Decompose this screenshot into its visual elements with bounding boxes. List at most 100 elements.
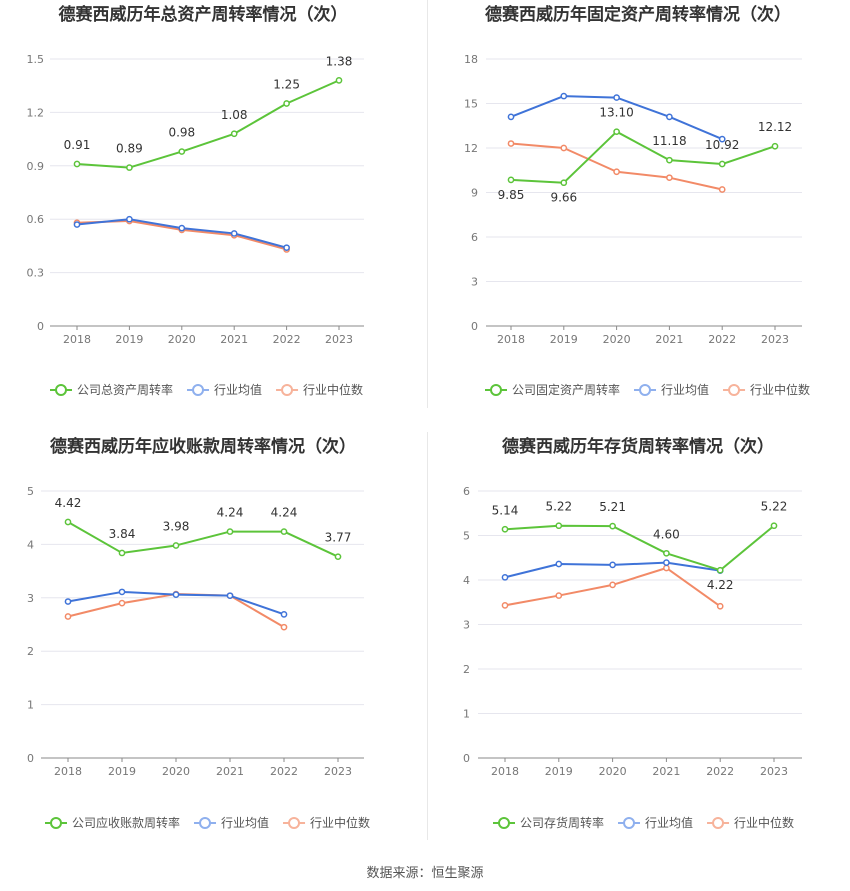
chart-title: 德赛西威历年固定资产周转率情况（次） [485,4,791,25]
data-label: 4.24 [217,506,244,520]
x-tick-label: 2019 [545,765,573,778]
y-tick-label: 0.3 [27,267,45,280]
data-label: 0.89 [116,142,143,156]
data-point [609,522,616,530]
y-tick-label: 3 [471,276,478,289]
data-point [172,542,180,549]
data-point [118,588,126,596]
legend-swatch-marker [288,817,301,829]
x-tick-label: 2023 [761,333,789,346]
data-point [718,135,726,143]
data-point [555,592,563,599]
legend-swatch-marker [192,384,205,396]
data-point [283,244,290,252]
y-tick-label: 5 [463,530,470,543]
x-tick-label: 2019 [115,333,143,346]
y-tick-label: 0 [471,320,478,333]
data-label: 4.22 [707,578,734,592]
legend-swatch-marker [712,817,725,829]
data-label: 4.42 [55,496,82,510]
series-line-1 [504,524,775,572]
data-label: 0.91 [64,138,91,152]
data-point [64,598,72,605]
data-point [226,592,234,600]
data-point [118,549,126,557]
data-point [555,522,563,530]
data-point [335,77,343,84]
data-point [501,525,509,533]
data-label: 1.25 [273,78,300,92]
data-point [172,591,180,598]
data-point [666,113,673,121]
legend-label: 公司存货周转率 [520,815,604,830]
x-tick-label: 2020 [162,765,190,778]
series-line-1 [510,130,776,184]
data-point [555,560,563,568]
x-tick-label: 2019 [108,765,136,778]
y-tick-label: 1 [27,699,34,712]
legend-swatch-marker [728,384,741,396]
x-tick-label: 2022 [270,765,298,778]
legend-label: 行业均值 [221,815,269,830]
y-tick-label: 3 [27,592,34,605]
x-tick-label: 2022 [273,333,301,346]
data-point [716,566,724,574]
data-label: 9.66 [550,191,577,205]
data-point [280,623,288,631]
y-tick-label: 0 [37,320,44,333]
data-point [771,142,779,150]
data-point [560,92,568,100]
y-tick-label: 4 [27,538,34,551]
chart-panel-4: 德赛西威历年存货周转率情况（次） 0 1 2 3 4 5 6 2018 2019 2020 2021 2… [463,436,802,830]
chart-panel-1: 德赛西威历年总资产周转率情况（次） 0 0.3 0.6 0.9 1.2 1.5 2018 201… [27,4,364,397]
y-tick-label: 5 [27,485,34,498]
data-point [64,518,72,526]
y-tick-label: 0 [27,752,34,765]
y-tick-label: 9 [471,187,478,200]
y-tick-label: 18 [464,53,478,66]
x-tick-label: 2021 [652,765,680,778]
data-point [334,553,342,561]
series-line-1 [76,79,340,169]
data-point [770,522,778,530]
data-point [73,221,81,228]
data-label: 5.22 [545,500,572,514]
legend-label: 行业均值 [214,382,262,397]
data-point [718,186,726,193]
data-label: 1.08 [221,108,248,122]
data-source-note: 数据来源：恒生聚源 [366,866,484,881]
data-label: 4.60 [653,527,680,541]
data-point [560,179,568,187]
x-tick-label: 2018 [491,765,519,778]
data-point [663,564,670,572]
data-label: 3.84 [109,527,136,541]
data-label: 4.24 [271,506,298,520]
y-tick-label: 0.9 [27,160,45,173]
data-point [718,160,726,168]
data-label: 9.85 [498,188,525,202]
series-line-3 [510,142,723,191]
data-point [613,168,620,176]
data-point [126,215,133,223]
y-tick-label: 2 [463,663,470,676]
x-tick-label: 2022 [708,333,736,346]
data-point [126,164,133,171]
data-point [178,148,186,155]
data-label: 0.98 [168,126,195,140]
y-tick-label: 6 [471,231,478,244]
legend-swatch-marker [498,817,510,829]
data-point [666,156,673,164]
series-line-3 [67,593,285,629]
data-point [663,549,670,557]
data-point [118,599,126,607]
series-line-1 [67,521,339,558]
y-tick-label: 0.6 [27,213,45,226]
data-point [609,581,616,589]
x-tick-label: 2018 [497,333,525,346]
legend-swatch-marker [623,817,636,829]
x-tick-label: 2018 [63,333,91,346]
data-point [283,100,290,107]
legend-swatch-marker [55,384,67,396]
vertical-divider-bottom [427,432,428,840]
